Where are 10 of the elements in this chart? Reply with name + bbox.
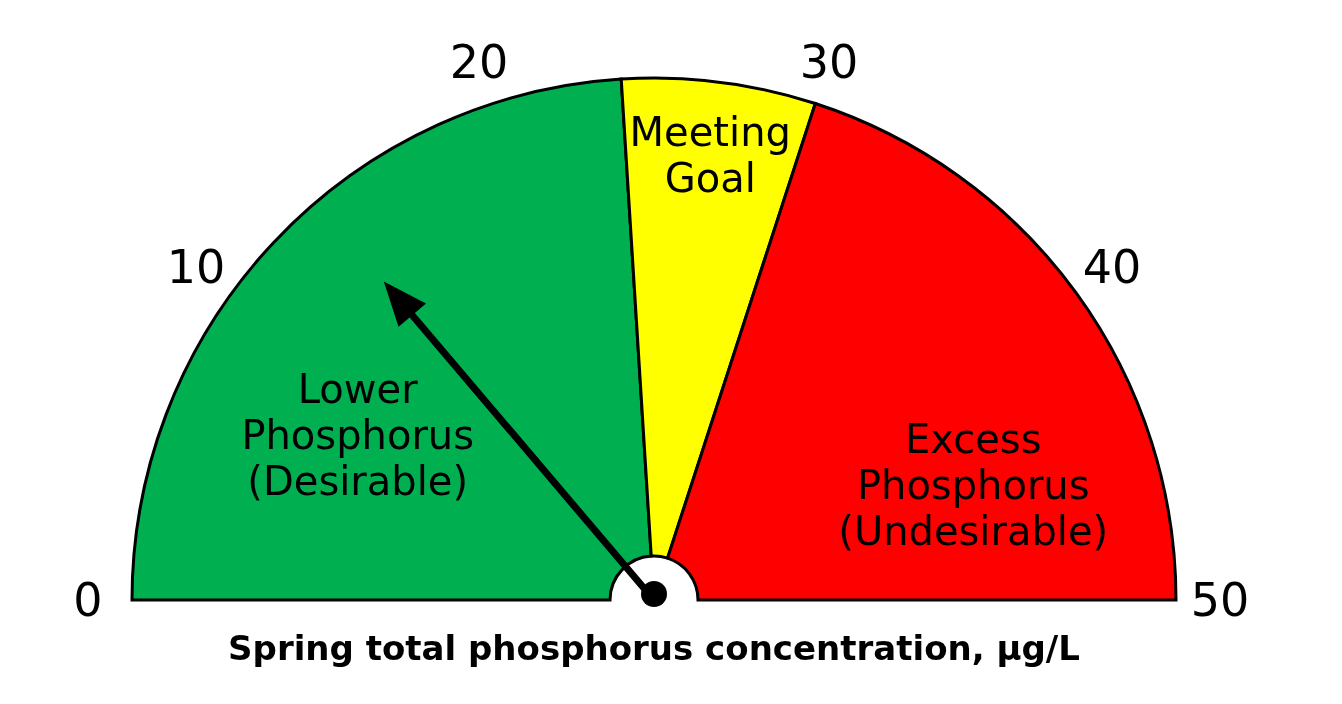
text: 20: [449, 34, 509, 89]
slice-label: Meeting Goal: [629, 108, 791, 201]
text: Spring total phosphorus concentration, μg/L: [228, 628, 1080, 668]
text: 10: [166, 240, 226, 295]
slice-label: Lower Phosphorus (Desirable): [241, 365, 475, 504]
slice-label: Excess Phosphorus (Undesirable): [838, 416, 1109, 555]
text: 30: [799, 34, 859, 89]
text: 50: [1190, 573, 1250, 627]
text: 40: [1082, 240, 1142, 295]
text: 0: [73, 573, 103, 627]
